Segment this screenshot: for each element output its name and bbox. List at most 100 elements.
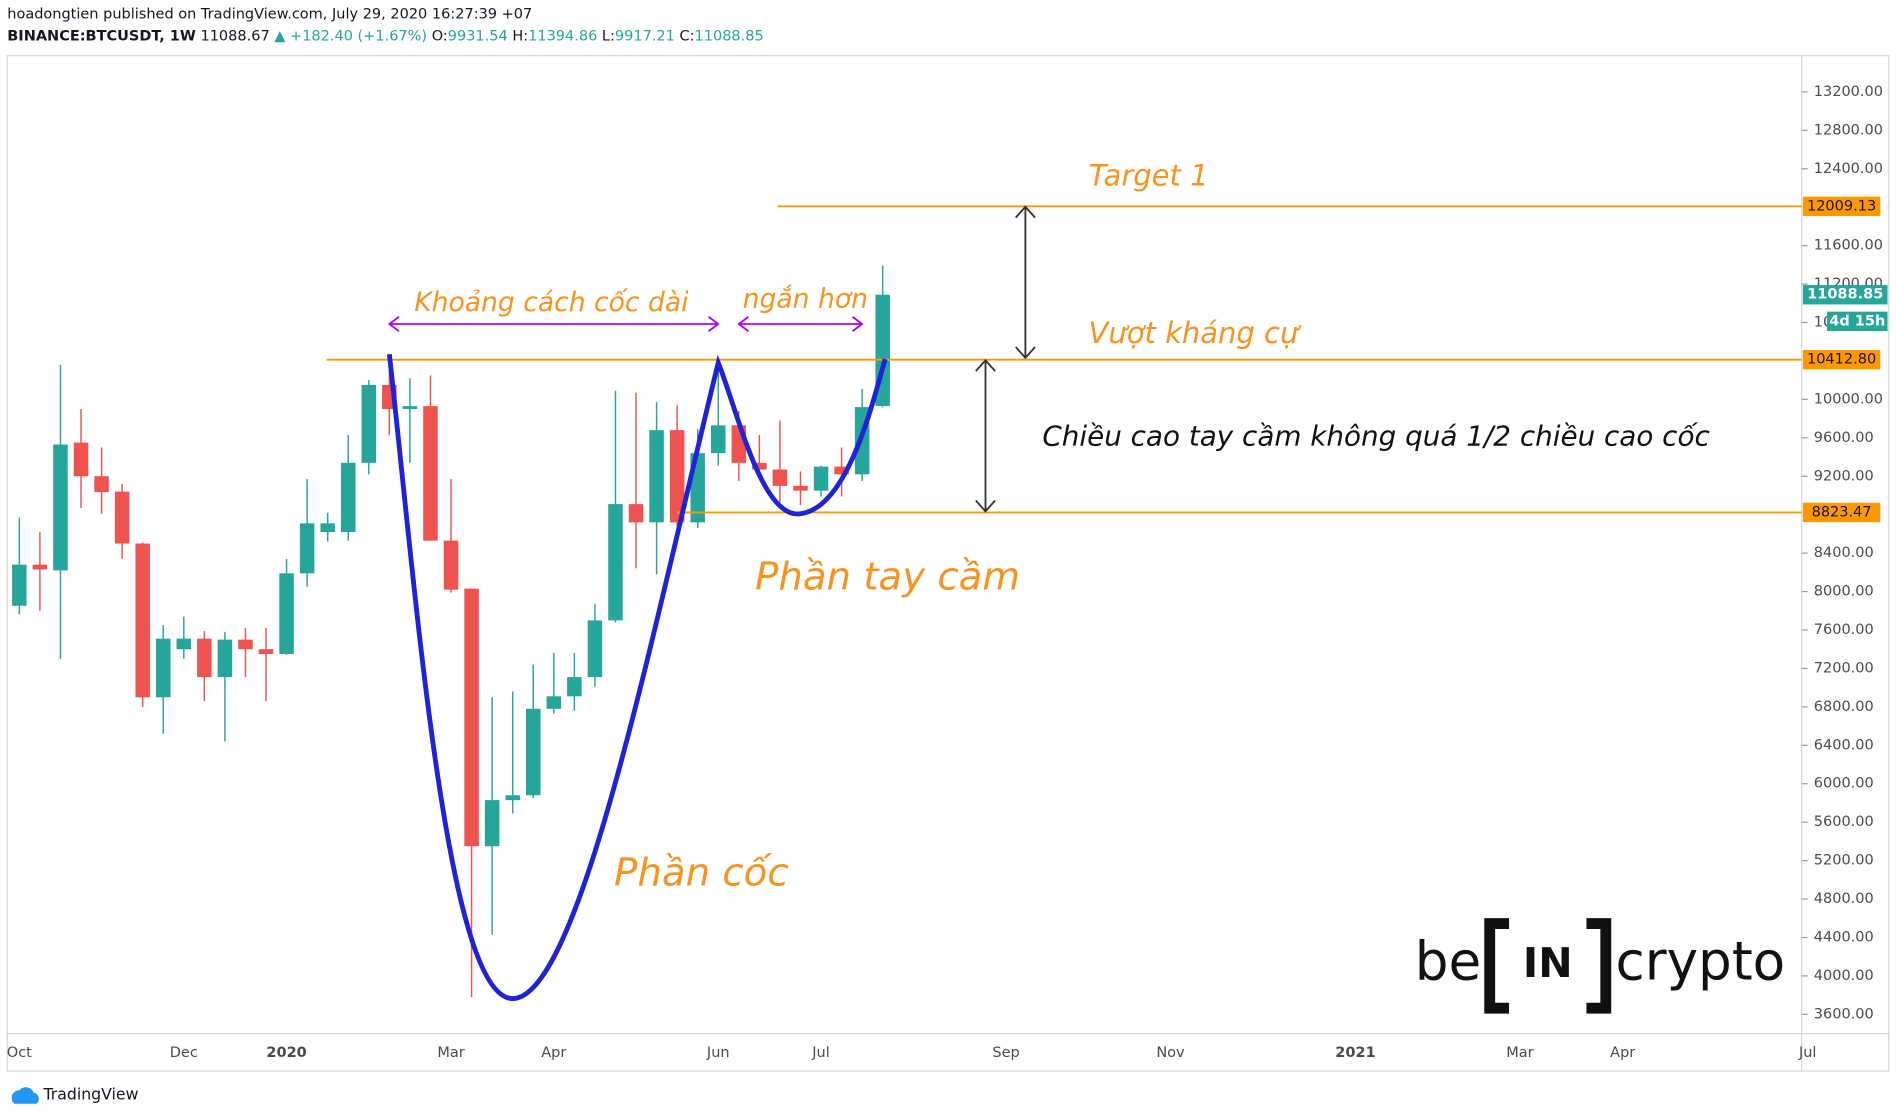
last-price-badge xyxy=(1802,285,1888,305)
handle-width-arrow xyxy=(737,315,864,332)
tv-logo xyxy=(11,1087,39,1104)
candle-body xyxy=(176,638,192,650)
symbol-line: BINANCE:BTCUSDT, 1W 11088.67 ▲ +182.40 (… xyxy=(7,28,763,44)
width-arrows xyxy=(387,315,864,332)
y-tick-label: 4000.00 xyxy=(1814,968,1874,984)
candle-body xyxy=(258,649,274,655)
candle-body xyxy=(135,543,150,698)
y-tick-label: 12400.00 xyxy=(1814,161,1883,177)
y-tick-label: 9600.00 xyxy=(1814,430,1874,446)
x-tick-label: Sep xyxy=(992,1045,1019,1061)
y-tick-label: 5600.00 xyxy=(1814,814,1874,830)
x-tick-label: Nov xyxy=(1156,1045,1185,1061)
candle-body xyxy=(238,639,253,650)
watermark-brackets xyxy=(1484,918,1612,1014)
x-tick-label: Jun xyxy=(706,1045,730,1061)
height-arrows xyxy=(975,205,1036,513)
y-tick-label: 13200.00 xyxy=(1814,84,1883,100)
candle-body xyxy=(32,564,48,570)
level-label: 12009.13 xyxy=(1807,198,1876,214)
candle-body xyxy=(155,638,171,698)
candle-body xyxy=(12,564,27,606)
publisher: hoadongtien published on TradingView.com… xyxy=(7,7,532,23)
candle-body xyxy=(587,620,603,678)
target-label: Target 1 xyxy=(1089,159,1209,193)
candle-body xyxy=(443,540,459,590)
watermark-right: crypto xyxy=(1615,930,1785,992)
candle-body xyxy=(114,491,130,544)
candle-body xyxy=(299,523,315,574)
ohlc-value: 9917.21 xyxy=(615,28,675,44)
candle-body xyxy=(813,466,829,491)
y-tick-label: 4400.00 xyxy=(1814,929,1874,945)
y-tick-label: 6400.00 xyxy=(1814,737,1874,753)
ohlc-label: L: xyxy=(602,28,615,44)
handle-label: Phần tay cầm xyxy=(755,555,1020,600)
candle-body xyxy=(464,588,479,847)
y-tick-label: 7600.00 xyxy=(1814,622,1874,638)
y-tick-label: 11600.00 xyxy=(1814,238,1883,254)
candle-body xyxy=(525,708,541,796)
footer: TradingView xyxy=(11,1085,139,1104)
candle-body xyxy=(608,504,623,621)
candle-body xyxy=(752,462,767,470)
target-arrow xyxy=(1015,205,1036,360)
countdown-badge xyxy=(1827,311,1888,332)
x-tick-label: Apr xyxy=(1610,1045,1635,1061)
candle-body xyxy=(320,523,335,532)
ohlc-label: C: xyxy=(679,28,694,44)
last-price-label: 11088.85 xyxy=(1807,287,1883,303)
ohlc-label: H: xyxy=(512,28,528,44)
y-tick-label: 8400.00 xyxy=(1814,545,1874,561)
x-tick-label: 2020 xyxy=(266,1045,306,1061)
y-tick-label: 10000.00 xyxy=(1814,391,1883,407)
level-label: 10412.80 xyxy=(1807,352,1876,368)
candle-body xyxy=(73,442,89,477)
cup-width-arrow xyxy=(387,315,720,332)
y-tick-label: 8000.00 xyxy=(1814,584,1874,600)
level-badge xyxy=(1802,350,1881,370)
frame xyxy=(6,55,1890,1072)
cup-width-label: Khoảng cách cốc dài xyxy=(414,287,689,318)
watermark-left: be xyxy=(1415,930,1481,992)
candle-body xyxy=(567,677,582,697)
footer-brand: TradingView xyxy=(43,1085,139,1104)
candle-body xyxy=(649,430,664,523)
x-tick-label: Mar xyxy=(1506,1045,1533,1061)
x-tick-label: Jul xyxy=(1798,1045,1817,1061)
x-tick-label: 2021 xyxy=(1335,1045,1375,1061)
y-tick-label: 12800.00 xyxy=(1814,122,1883,138)
candle-body xyxy=(793,485,808,491)
watermark: be IN crypto xyxy=(1415,918,1785,1014)
y-tick-label: 7200.00 xyxy=(1814,660,1874,676)
ohlc-value: 9931.54 xyxy=(448,28,508,44)
candle-body xyxy=(546,696,562,709)
countdown-label: 4d 15h xyxy=(1829,313,1885,329)
y-tick-label: 9200.00 xyxy=(1814,468,1874,484)
cup-label: Phần cốc xyxy=(614,851,789,896)
candle-body xyxy=(834,466,849,475)
y-tick-label: 3600.00 xyxy=(1814,1006,1874,1022)
handle-width-label: ngắn hơn xyxy=(743,283,868,314)
ohlc-label: O: xyxy=(432,28,448,44)
candle-body xyxy=(711,425,726,454)
candle-body xyxy=(217,639,233,678)
ohlc-value: 11394.86 xyxy=(528,28,597,44)
candle-body xyxy=(402,406,418,409)
x-tick-label: Mar xyxy=(437,1045,464,1061)
candle-body xyxy=(628,504,644,523)
level-label: 8823.47 xyxy=(1812,504,1872,520)
symbol: BINANCE:BTCUSDT, 1W xyxy=(7,28,196,44)
candle-body xyxy=(279,573,294,655)
candle-body xyxy=(484,800,500,847)
candle-body xyxy=(361,384,377,463)
y-tick-label: 6800.00 xyxy=(1814,699,1874,715)
breakout-label: Vượt kháng cự xyxy=(1089,316,1301,350)
candle-body xyxy=(423,406,438,541)
y-tick-label: 4800.00 xyxy=(1814,891,1874,907)
candle-body xyxy=(669,430,685,523)
candle-body xyxy=(53,444,68,571)
level-badge xyxy=(1802,502,1881,523)
y-tick-label: 6000.00 xyxy=(1814,776,1874,792)
y-tick-label: 5200.00 xyxy=(1814,853,1874,869)
